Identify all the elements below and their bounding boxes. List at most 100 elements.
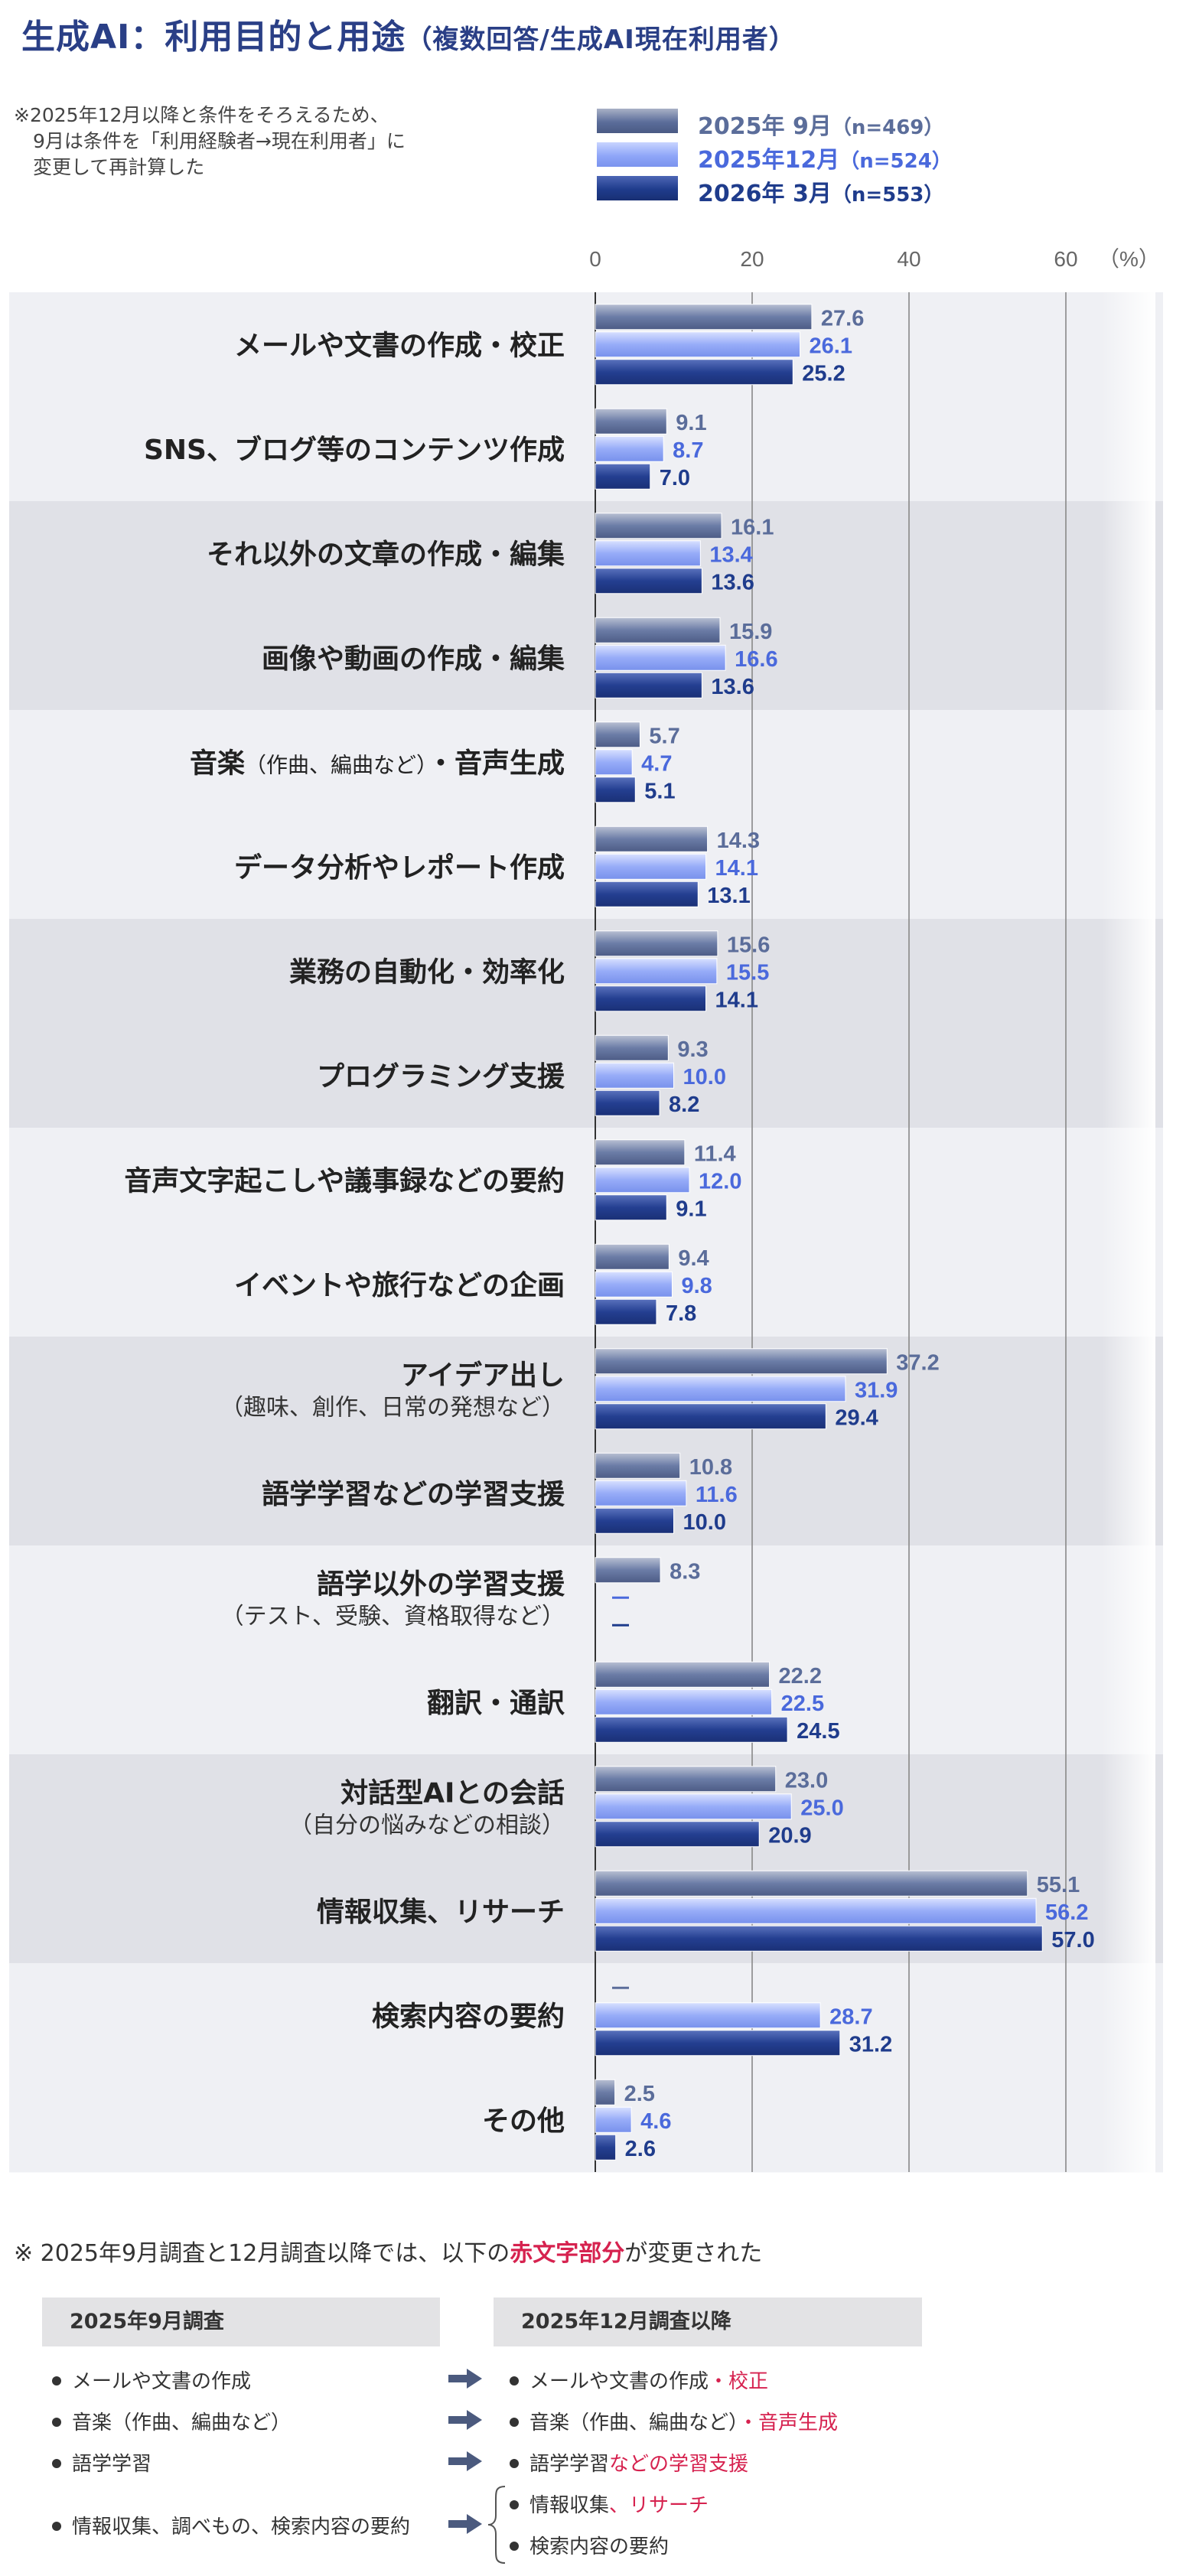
bar xyxy=(595,513,722,539)
category-label: データ分析やレポート作成 xyxy=(234,852,565,884)
bar xyxy=(595,777,636,803)
bar xyxy=(595,1194,667,1221)
category-label: その他 xyxy=(482,2105,565,2137)
data-label: 13.1 xyxy=(707,884,750,908)
bar xyxy=(595,1139,686,1166)
comparison-header-old: 2025年9月調査 xyxy=(42,2298,440,2346)
data-label: 12.0 xyxy=(699,1169,741,1194)
data-label: 15.6 xyxy=(727,933,770,957)
data-label: 37.2 xyxy=(896,1350,939,1375)
legend-swatch xyxy=(595,174,679,202)
bar xyxy=(595,1271,673,1298)
bar xyxy=(595,1452,681,1479)
legend-swatch xyxy=(595,141,679,168)
arrow-right-icon xyxy=(448,2514,482,2534)
category-sublabel: （テスト、受験、資格取得など） xyxy=(221,1603,565,1630)
row-band xyxy=(9,710,1163,815)
data-label: 27.6 xyxy=(821,306,864,331)
data-label: 9.1 xyxy=(676,1197,706,1221)
data-label: 16.1 xyxy=(731,515,774,539)
category-label: 業務の自動化・効率化 xyxy=(289,956,565,988)
data-label: 8.2 xyxy=(669,1093,699,1117)
x-tick-label: 60 xyxy=(1054,247,1077,271)
bar xyxy=(595,1089,660,1116)
data-label: 8.3 xyxy=(670,1559,700,1584)
category-sublabel: （趣味、創作、日常の発想など） xyxy=(220,1394,565,1421)
category-label-tail: ・音声生成 xyxy=(427,747,565,779)
row-band xyxy=(9,501,1163,606)
bar xyxy=(595,930,718,957)
brace-icon xyxy=(487,2486,506,2564)
axis-unit-label: （%） xyxy=(1098,247,1160,271)
data-label: 7.8 xyxy=(666,1301,696,1326)
x-tick-label: 0 xyxy=(589,247,601,271)
bar xyxy=(595,2079,616,2105)
bar xyxy=(595,1793,792,1820)
bar xyxy=(595,2134,617,2161)
category-label: プログラミング支援 xyxy=(317,1061,565,1093)
bar xyxy=(595,1897,1037,1924)
category-label: 対話型AIとの会話 xyxy=(340,1777,565,1809)
data-label: 25.0 xyxy=(800,1796,843,1820)
data-label: 16.6 xyxy=(735,647,777,672)
row-band xyxy=(9,1545,1163,1650)
data-label: 15.9 xyxy=(729,620,772,644)
data-label: 23.0 xyxy=(785,1768,828,1793)
legend-n: （n=553） xyxy=(831,184,944,207)
comparison-new-item: 音楽（作曲、編曲など）・音声生成 xyxy=(510,2407,838,2435)
data-label: 4.6 xyxy=(640,2109,671,2134)
bar xyxy=(595,617,721,643)
category-label: 音声文字起こしや議事録などの要約 xyxy=(124,1165,565,1197)
category-label: 語学以外の学習支援 xyxy=(317,1568,565,1600)
bar xyxy=(595,304,813,331)
row-band xyxy=(9,2067,1163,2173)
comparison-header-new: 2025年12月調査以降 xyxy=(494,2298,922,2346)
data-label: 22.2 xyxy=(779,1664,822,1689)
bar xyxy=(595,1766,777,1793)
arrow-right-icon xyxy=(448,2451,482,2471)
data-label: 28.7 xyxy=(829,2004,872,2029)
data-label: 26.1 xyxy=(810,334,852,358)
data-label: 55.1 xyxy=(1037,1873,1080,1897)
bar xyxy=(595,1376,846,1402)
arrow-right-icon xyxy=(448,2369,482,2389)
legend-label: 2025年 9月 xyxy=(698,113,832,140)
data-label: 11.6 xyxy=(696,1483,738,1507)
bar xyxy=(595,1716,788,1743)
bar xyxy=(595,853,707,880)
data-label: 13.4 xyxy=(709,542,752,567)
data-label: 10.8 xyxy=(689,1455,732,1480)
data-label: 20.9 xyxy=(768,1823,811,1848)
bar xyxy=(595,331,801,358)
data-label: 24.5 xyxy=(797,1719,839,1744)
row-band xyxy=(9,292,1163,397)
x-tick-label: 40 xyxy=(897,247,920,271)
category-label: それ以外の文章の作成・編集 xyxy=(207,538,565,570)
arrow-right-icon xyxy=(448,2410,482,2430)
chart-title: 生成AI：利用目的と用途（複数回答/生成AI現在利用者） xyxy=(21,9,796,58)
legend-label: 2025年12月 xyxy=(698,147,840,174)
bar xyxy=(595,1557,661,1584)
category-label: 音楽（作曲、編曲など）・音声生成 xyxy=(190,747,565,779)
category-label-paren: （作曲、編曲など） xyxy=(245,752,427,777)
row-band xyxy=(9,1128,1163,1233)
comparison-old-item: メールや文書の作成 xyxy=(52,2366,251,2394)
bar xyxy=(595,1243,670,1270)
category-label: イベントや旅行などの企画 xyxy=(234,1269,565,1301)
data-label: 9.1 xyxy=(676,411,706,435)
data-label: 31.2 xyxy=(849,2032,892,2057)
x-tick-label: 20 xyxy=(740,247,764,271)
comparison-new-item: 情報収集、リサーチ xyxy=(510,2490,709,2518)
bar xyxy=(595,1062,674,1089)
bar xyxy=(595,1821,760,1848)
footnote-prefix: ※ 2025年9月調査と12月調査以降では、以下の xyxy=(14,2240,510,2267)
bar xyxy=(595,958,718,985)
row-band xyxy=(9,1337,1163,1441)
data-label: 29.4 xyxy=(835,1405,878,1430)
category-label-main: 音楽 xyxy=(190,747,245,779)
comparison-old-item: 語学学習 xyxy=(52,2448,152,2477)
data-label: 2.5 xyxy=(624,2082,655,2106)
bar xyxy=(595,1870,1028,1897)
category-label: 検索内容の要約 xyxy=(372,2001,565,2032)
data-label: 11.4 xyxy=(694,1141,736,1166)
